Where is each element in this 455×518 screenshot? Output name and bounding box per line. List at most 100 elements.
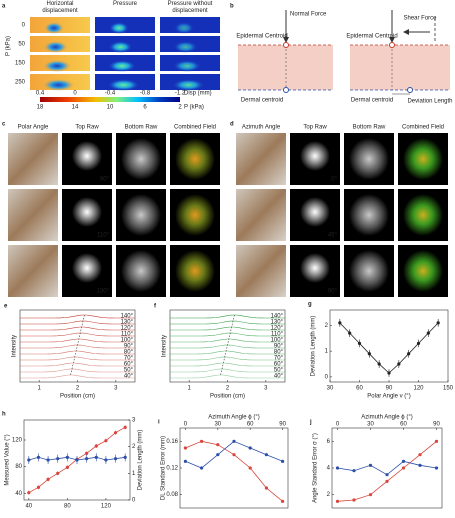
curve-label: 110° [121,332,134,338]
x-tick-label: 60 [400,422,407,428]
x-tick-label: 120 [101,504,112,510]
data-point [357,341,362,346]
intensity-profile [20,356,135,361]
colorbar-tick: 0.4 [36,91,45,97]
panel-letter: b [230,4,234,10]
intensity-profile [170,362,285,367]
column-header: Bottom Raw [125,125,158,131]
curve-label: 60° [274,362,284,368]
data-point [94,444,98,448]
image-bottom-blob [121,194,161,236]
curve-label: 60° [124,362,134,368]
curve-label: 70° [124,356,134,362]
x-tick-label: 90 [279,422,286,428]
curve-label: 80° [274,350,284,356]
image-combined-field [403,138,443,180]
x-tick-label: 1 [37,386,41,392]
intensity-profile [20,320,135,325]
x-tick-label: 3 [264,386,268,392]
data-point [27,491,31,495]
curve-label: 130° [271,320,284,326]
image-bottom-blob [349,138,389,180]
colorbar-label: Disp (mm) [184,91,212,97]
data-point [338,321,342,325]
data-point [401,459,406,463]
data-point [418,463,422,467]
image-bottom-blob [349,250,389,292]
data-point [385,479,389,483]
panel-letter: d [230,122,234,128]
data-point [65,465,69,469]
x-tick-label: 30 [214,422,221,428]
y-tick-label: 120 [12,438,23,444]
axis-label: Azimuth Angle ϕ (°) [361,415,412,421]
intensity-profile [170,374,285,379]
data-point [46,477,50,481]
y2-tick-label: 0 [132,498,136,504]
axis-label: P (kPa) [6,36,12,56]
curve-label: 120° [121,326,134,332]
curve-label: 80° [124,350,134,356]
image-top-blob [72,141,102,171]
column-header: Top Raw [75,125,99,131]
panel-letter: c [2,122,6,128]
row-label: 0 [22,23,26,29]
data-point [377,362,381,366]
image-top-blob [72,253,102,283]
curve-label: 100° [121,338,134,344]
x-tick-label: 2 [76,386,80,392]
intensity-profile [170,368,285,373]
intensity-profile [170,338,285,343]
row-label: 50 [18,42,25,48]
column-header: Combined Field [402,125,444,131]
data-point [387,371,391,375]
data-point [426,331,430,335]
image-combined-field [403,194,443,236]
photo [8,245,58,297]
data-point [183,459,187,463]
colorbar-tick: 0 [73,91,77,97]
data-point [335,499,340,503]
curve-label: 140° [121,314,134,320]
axis-label: Deviation Length (mm) [138,430,144,491]
data-point [436,321,440,325]
data-point [348,331,352,335]
label: Dermal centroid [351,98,393,104]
heatmap-dip [174,22,194,34]
y-tick-label: 2 [325,323,329,329]
curve-label: 40° [274,374,284,380]
photo [236,133,286,185]
axis-label: Angle Standard Error σ (°) [313,433,319,503]
colorbar-tick: 18 [37,105,44,111]
data-point [368,463,373,467]
x-tick-label: 60 [247,422,254,428]
axis-label: Deviation Length (mm) [311,316,317,377]
intensity-profile [170,350,285,355]
y2-tick-label: 1 [132,471,136,477]
data-point [418,453,422,457]
heatmap-dip [42,79,75,91]
axis-label: DL Standard Error (mm) [161,436,167,500]
intensity-profile [170,314,285,319]
row-label: 150 [15,61,26,67]
photo [8,189,58,241]
label: Dermal centroid [241,98,283,104]
plot-frame [19,309,136,383]
colorbar [40,97,180,102]
heatmap-dip [108,60,136,72]
angle-label: 130° [97,289,110,295]
image-combined-field [403,250,443,292]
angle-label: 0° [331,177,337,183]
axis-label: Intensity [162,335,168,357]
skin-diagram [238,10,450,95]
data-point [216,443,220,447]
curve-label: 90° [124,344,134,350]
heatmap-dip [173,60,201,72]
image-bottom-blob [121,138,161,180]
data-point [264,453,268,457]
data-point [36,455,41,459]
column-header: Pressure [112,1,137,7]
data-point [248,466,252,470]
